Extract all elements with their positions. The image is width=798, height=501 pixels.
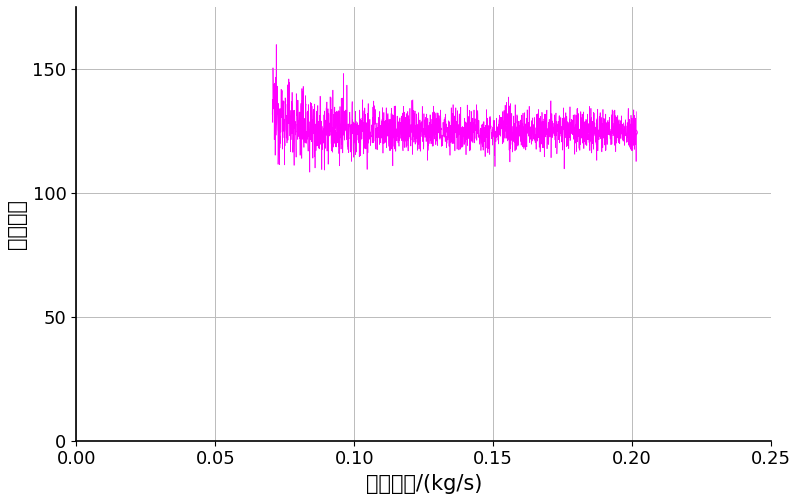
Y-axis label: 压差系数: 压差系数 (7, 199, 27, 249)
X-axis label: 涡轮流量/(kg/s): 涡轮流量/(kg/s) (365, 474, 482, 494)
